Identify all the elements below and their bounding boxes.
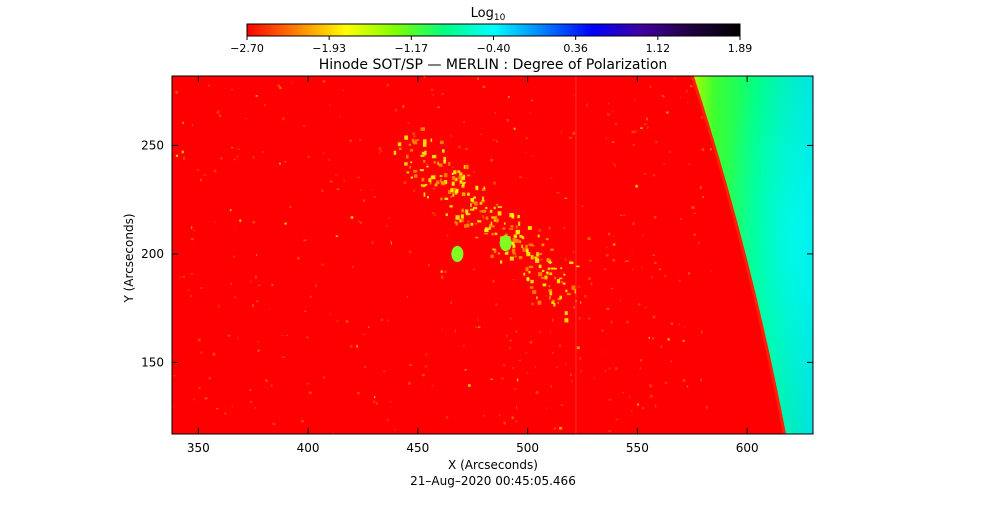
chart-title: Hinode SOT/SP — MERLIN : Degree of Polar… [319,57,668,73]
plot-frame [171,75,814,435]
polarization-speckle [172,76,712,434]
x-tick-label: 350 [187,441,210,455]
x-tick-label: 500 [516,441,539,455]
colorbar-tick-label: −0.40 [477,42,511,55]
y-axis-label: Y (Arcseconds) [122,213,136,303]
plot-area [172,76,813,434]
colorbar-tick-label: 1.89 [728,42,753,55]
axis-ticks: 350 400 450 500 550 600 150 200 250 [141,76,813,455]
colorbar-tick-label: −2.70 [230,42,264,55]
x-axis-label: X (Arcseconds) [448,458,538,472]
polarization-blob [499,235,512,252]
y-tick-label: 150 [141,355,164,369]
colorbar-tick-label: −1.93 [312,42,346,55]
x-tick-label: 400 [297,441,320,455]
colorbar-tick-label: 1.12 [646,42,671,55]
limb-edge [690,76,786,434]
colorbar-tick-label: 0.36 [563,42,588,55]
x-tick-label: 550 [626,441,649,455]
y-tick-label: 200 [141,247,164,261]
polarization-blob [451,245,464,262]
x-tick-label: 450 [406,441,429,455]
timestamp: 21–Aug–2020 00:45:05.466 [410,474,576,488]
colorbar-tick-label: −1.17 [394,42,428,55]
off-limb-glow [692,76,813,434]
colorbar-title: Log10 [471,6,506,23]
y-tick-label: 250 [141,138,164,152]
colorbar [246,23,741,37]
colorbar-ticks: −2.70 −1.93 −1.17 −0.40 0.36 1.12 1.89 [230,36,752,55]
x-tick-label: 600 [736,441,759,455]
